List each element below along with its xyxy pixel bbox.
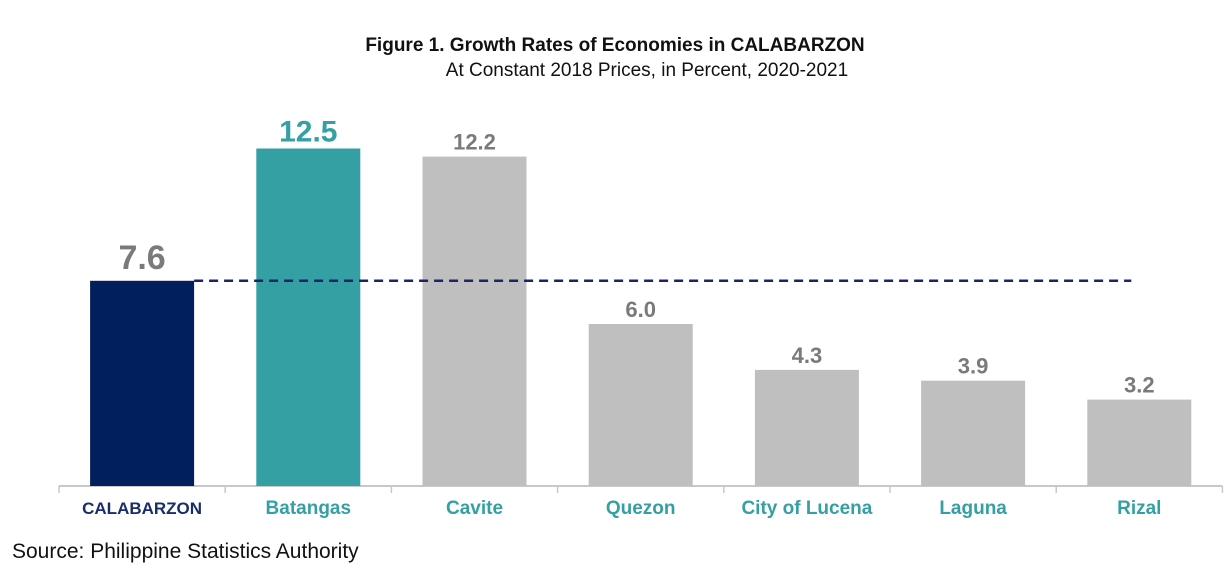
category-label: CALABARZON [82,499,202,518]
bar-rizal [1087,399,1192,486]
category-label: Cavite [446,498,503,519]
category-label: City of Lucena [741,498,872,519]
bar-quezon [588,324,693,486]
data-label: 12.2 [453,130,496,155]
bar-laguna [921,380,1026,486]
bar-chart: 7.6 CALABARZON 12.5 Batangas 12.2 Cavite 6.0 Qu… [58,116,1224,519]
data-label: 3.9 [958,354,989,379]
chart-subtitle: At Constant 2018 Prices, in Percent, 202… [445,60,849,81]
bar-cavite [422,156,527,486]
bar-city-of-lucena [754,369,859,486]
bar-batangas [256,148,361,486]
data-label: 6.0 [625,297,656,322]
chart-title: Figure 1. Growth Rates of Economies in C… [365,35,865,56]
category-label: Batangas [266,498,352,519]
data-label: 4.3 [792,343,823,368]
category-label: Rizal [1117,498,1161,519]
data-label: 3.2 [1124,373,1155,398]
category-label: Laguna [939,498,1007,519]
source-note: Source: Philippine Statistics Authority [12,540,359,563]
category-label: Quezon [606,498,676,519]
data-label: 7.6 [118,239,165,277]
bar-calabarzon [90,280,195,486]
data-label: 12.5 [279,116,337,149]
